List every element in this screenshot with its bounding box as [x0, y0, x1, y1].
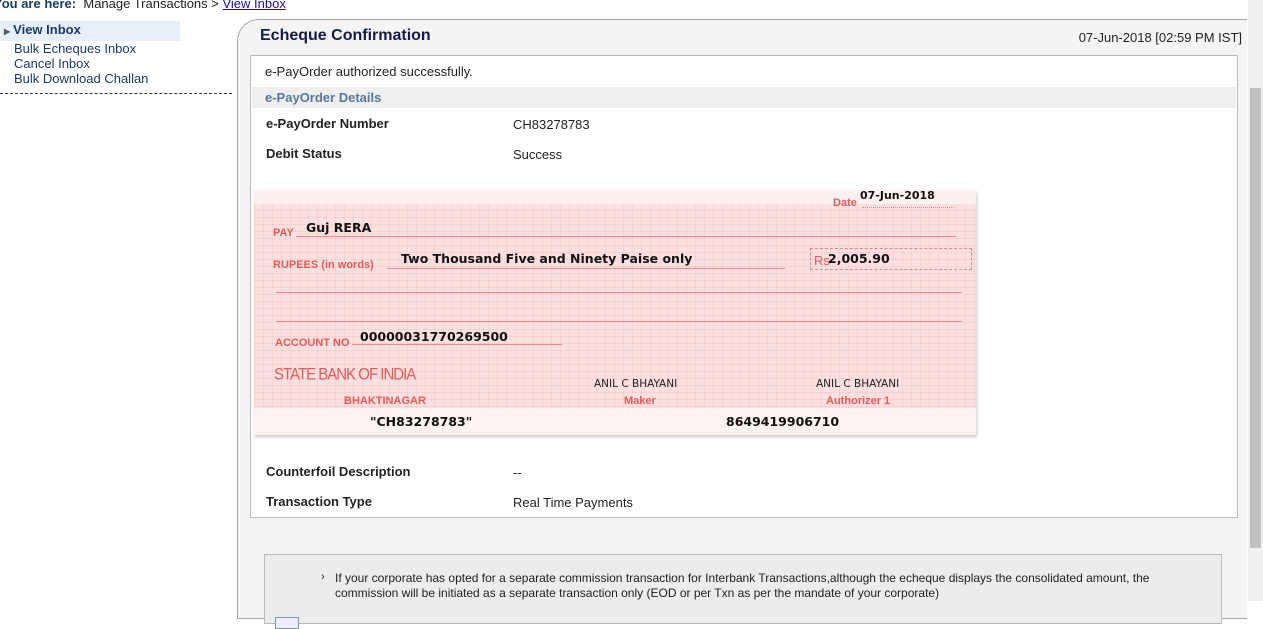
amount-box: Rs 2,005.90 — [810, 248, 972, 270]
checkbox[interactable] — [275, 617, 299, 629]
divider — [0, 93, 232, 94]
micr-code: 8649419906710 — [726, 414, 840, 429]
cheque-number: "CH83278783" — [370, 414, 473, 429]
amount: 2,005.90 — [828, 251, 890, 266]
authorizer-label: Authorizer 1 — [826, 395, 891, 407]
page-title: Echeque Confirmation — [260, 27, 431, 44]
breadcrumb: You are here: Manage Transactions > View… — [0, 0, 286, 11]
cheque-date: 07-Jun-2018 — [860, 190, 935, 202]
cheque-image: 07-Jun-2018 Date PAY Guj RERA RUPEES (in… — [254, 190, 976, 435]
timestamp: 07-Jun-2018 [02:59 PM IST] — [1078, 30, 1242, 45]
maker-name: ANIL C BHAYANI — [594, 378, 678, 390]
triangle-right-icon: ▶ — [4, 27, 11, 36]
field-value: -- — [513, 465, 522, 480]
branch-name: BHAKTINAGAR — [344, 395, 426, 407]
field-label: Debit Status — [266, 146, 342, 161]
sidebar-item-label: View Inbox — [13, 22, 81, 37]
section-header: e-PayOrder Details — [252, 87, 1236, 108]
rs-label: Rs — [814, 253, 830, 268]
bank-name: STATE BANK OF INDIA — [274, 365, 416, 384]
maker-label: Maker — [624, 395, 656, 407]
details-box: e-PayOrder authorized successfully. e-Pa… — [250, 55, 1238, 518]
field-label: Transaction Type — [266, 494, 372, 509]
field-label: Counterfoil Description — [266, 464, 411, 479]
vertical-scrollbar[interactable] — [1248, 0, 1263, 601]
confirmation-panel: Echeque Confirmation 07-Jun-2018 [02:59 … — [237, 19, 1247, 629]
field-value: Success — [513, 147, 563, 162]
scrollbar-thumb[interactable] — [1250, 88, 1261, 548]
amount-in-words: Two Thousand Five and Ninety Paise only — [401, 251, 693, 266]
sidebar: ▶ View Inbox Bulk Echeques Inbox Cancel I… — [0, 21, 232, 94]
field-value: CH83278783 — [513, 117, 590, 132]
account-label: ACCOUNT NO — [275, 337, 350, 349]
breadcrumb-link-view-inbox[interactable]: View Inbox — [222, 0, 286, 11]
field-label: e-PayOrder Number — [266, 116, 389, 131]
breadcrumb-path: Manage Transactions > — [83, 0, 219, 11]
pay-label: PAY — [273, 227, 294, 239]
success-message: e-PayOrder authorized successfully. — [265, 64, 473, 79]
account-number: 00000031770269500 — [360, 329, 508, 344]
sidebar-item-cancel-inbox[interactable]: Cancel Inbox — [14, 56, 90, 71]
note-text: If your corporate has opted for a separa… — [335, 571, 1150, 600]
rupees-label: RUPEES (in words) — [273, 259, 374, 271]
authorizer-name: ANIL C BHAYANI — [816, 378, 900, 390]
payee: Guj RERA — [306, 220, 372, 235]
sidebar-item-view-inbox[interactable]: ▶ View Inbox — [0, 21, 180, 41]
sidebar-item-bulk-download-challan[interactable]: Bulk Download Challan — [14, 71, 149, 86]
field-value: Real Time Payments — [513, 495, 633, 510]
breadcrumb-label: You are here: — [0, 0, 77, 11]
sidebar-item-bulk-echeques-inbox[interactable]: Bulk Echeques Inbox — [14, 41, 137, 56]
bullet-arrow-icon: › — [321, 571, 325, 583]
commission-note: › If your corporate has opted for a sepa… — [264, 554, 1222, 629]
cheque-date-label: Date — [833, 197, 857, 209]
